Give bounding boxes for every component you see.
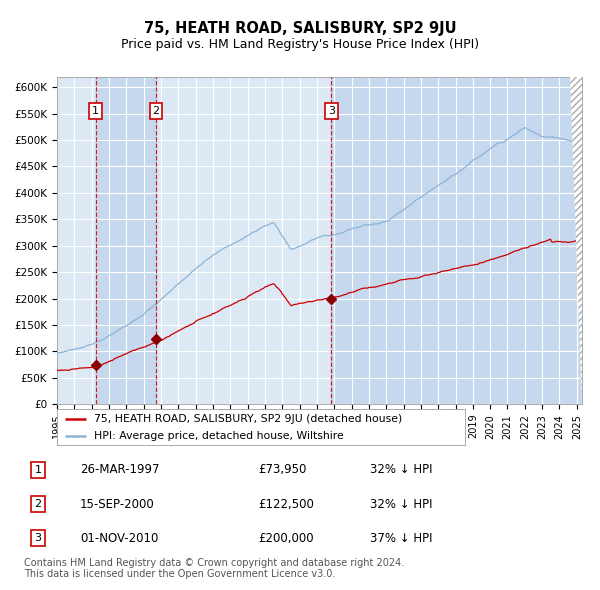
Text: 2: 2 [152,106,160,116]
Text: Contains HM Land Registry data © Crown copyright and database right 2024.
This d: Contains HM Land Registry data © Crown c… [24,558,404,579]
Text: 32% ↓ HPI: 32% ↓ HPI [370,497,433,510]
Bar [95,77,156,404]
Polygon shape [570,77,582,404]
Text: £73,950: £73,950 [259,463,307,477]
Text: £122,500: £122,500 [259,497,314,510]
Text: 2: 2 [34,499,41,509]
Text: 75, HEATH ROAD, SALISBURY, SP2 9JU (detached house): 75, HEATH ROAD, SALISBURY, SP2 9JU (deta… [94,414,402,424]
Text: 1: 1 [34,465,41,475]
Text: 37% ↓ HPI: 37% ↓ HPI [370,532,433,545]
Text: 26-MAR-1997: 26-MAR-1997 [80,463,160,477]
Text: 3: 3 [328,106,335,116]
Text: HPI: Average price, detached house, Wiltshire: HPI: Average price, detached house, Wilt… [94,431,343,441]
Text: 75, HEATH ROAD, SALISBURY, SP2 9JU: 75, HEATH ROAD, SALISBURY, SP2 9JU [143,21,457,36]
Text: 15-SEP-2000: 15-SEP-2000 [80,497,155,510]
Text: 01-NOV-2010: 01-NOV-2010 [80,532,158,545]
Text: 1: 1 [92,106,99,116]
Text: 32% ↓ HPI: 32% ↓ HPI [370,463,433,477]
Bar [331,77,582,404]
Text: £200,000: £200,000 [259,532,314,545]
Text: Price paid vs. HM Land Registry's House Price Index (HPI): Price paid vs. HM Land Registry's House … [121,38,479,51]
Text: 3: 3 [34,533,41,543]
